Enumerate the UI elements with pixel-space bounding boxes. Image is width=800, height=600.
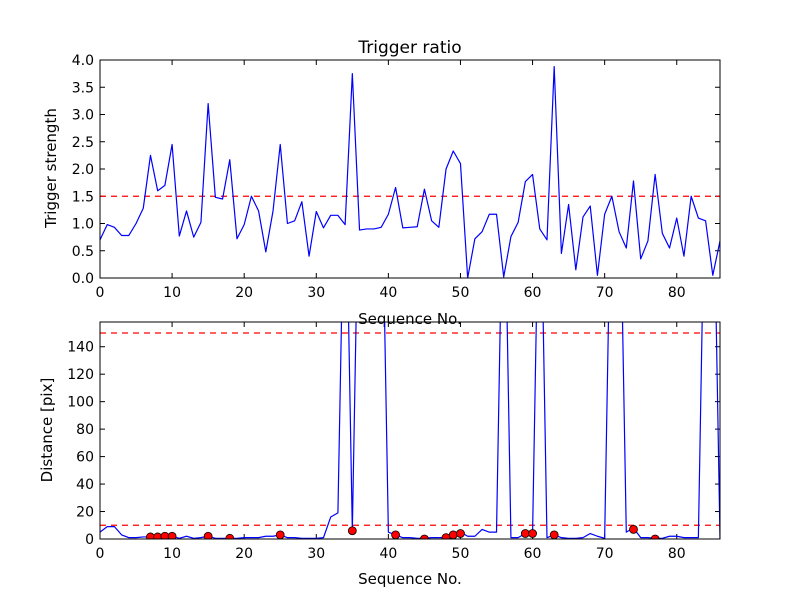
data-point <box>203 531 213 539</box>
y-tick-label: 120 <box>67 367 94 383</box>
data-point <box>153 532 163 539</box>
x-tick-label: 0 <box>96 285 105 301</box>
y-axis-label: Distance [pix] <box>38 378 56 483</box>
y-tick-label: 1.5 <box>72 189 94 205</box>
x-tick-label: 30 <box>307 546 325 562</box>
y-axis-label: Trigger strength <box>42 108 60 229</box>
trigger-ratio-panel: Trigger ratio Trigger strength Sequence … <box>42 38 721 328</box>
data-point <box>167 531 177 539</box>
y-tick-label: 20 <box>76 505 94 521</box>
x-tick-label: 30 <box>307 285 325 301</box>
y-tick-label: 0 <box>85 532 94 548</box>
plot-area <box>100 65 720 278</box>
axes-frame <box>99 59 721 279</box>
axes-frame <box>99 321 721 540</box>
x-tick-label: 60 <box>524 285 542 301</box>
y-tick-label: 60 <box>76 450 94 466</box>
x-tick-label: 40 <box>379 546 397 562</box>
chart-title: Trigger ratio <box>357 38 461 58</box>
x-tick-label: 50 <box>452 546 470 562</box>
x-tick-label: 0 <box>96 546 105 562</box>
distance-panel: Distance [pix] Sequence No. 0 10 20 30 40 50 6… <box>38 321 721 588</box>
x-tick-label: 50 <box>452 285 470 301</box>
data-point <box>420 534 429 539</box>
y-tick-label: 40 <box>76 477 94 493</box>
y-tick-label: 0.0 <box>72 271 94 287</box>
y-tick-label: 4.0 <box>72 53 94 69</box>
x-tick-label: 10 <box>163 285 181 301</box>
y-tick-label: 100 <box>67 395 94 411</box>
y-tick-label: 2.5 <box>72 135 94 151</box>
y-tick-label: 2.0 <box>72 162 94 178</box>
data-point <box>448 530 458 539</box>
data-point <box>650 534 660 539</box>
series-line <box>100 322 720 539</box>
y-tick-label: 1.0 <box>72 217 94 233</box>
x-tick-label: 20 <box>235 285 253 301</box>
data-point <box>456 529 465 538</box>
data-point <box>225 533 235 539</box>
data-point <box>441 533 451 539</box>
data-point <box>629 524 638 534</box>
y-tick-label: 80 <box>76 422 94 438</box>
x-tick-label: 80 <box>668 285 686 301</box>
data-point <box>146 532 155 539</box>
x-tick-label: 60 <box>524 546 542 562</box>
x-tick-label: 40 <box>379 285 397 301</box>
data-point <box>549 530 559 539</box>
y-tick-label: 140 <box>67 340 94 356</box>
y-tick-label: 0.5 <box>72 244 94 260</box>
x-axis-label: Sequence No. <box>358 570 462 588</box>
x-tick-label: 70 <box>596 285 614 301</box>
data-point <box>275 530 285 539</box>
x-tick-label: 70 <box>596 546 614 562</box>
x-tick-label: 80 <box>668 546 686 562</box>
tick-group: 0 10 20 30 40 50 60 70 80 0.0 0.5 1.0 1.5 2.0 2.5 3.0 3.… <box>72 53 720 301</box>
data-point <box>391 530 400 539</box>
tick-group: 0 10 20 30 40 50 60 70 80 0 20 40 60 80 100 120 140 <box>67 322 720 562</box>
x-tick-label: 20 <box>235 546 253 562</box>
x-tick-label: 10 <box>163 546 181 562</box>
y-tick-label: 3.0 <box>72 108 94 124</box>
data-point <box>520 529 530 538</box>
plot-area <box>100 322 720 539</box>
x-axis-label: Sequence No. <box>358 310 462 328</box>
y-tick-label: 3.5 <box>72 80 94 96</box>
series-line <box>100 65 720 278</box>
data-point <box>347 526 357 536</box>
data-point <box>528 529 537 538</box>
